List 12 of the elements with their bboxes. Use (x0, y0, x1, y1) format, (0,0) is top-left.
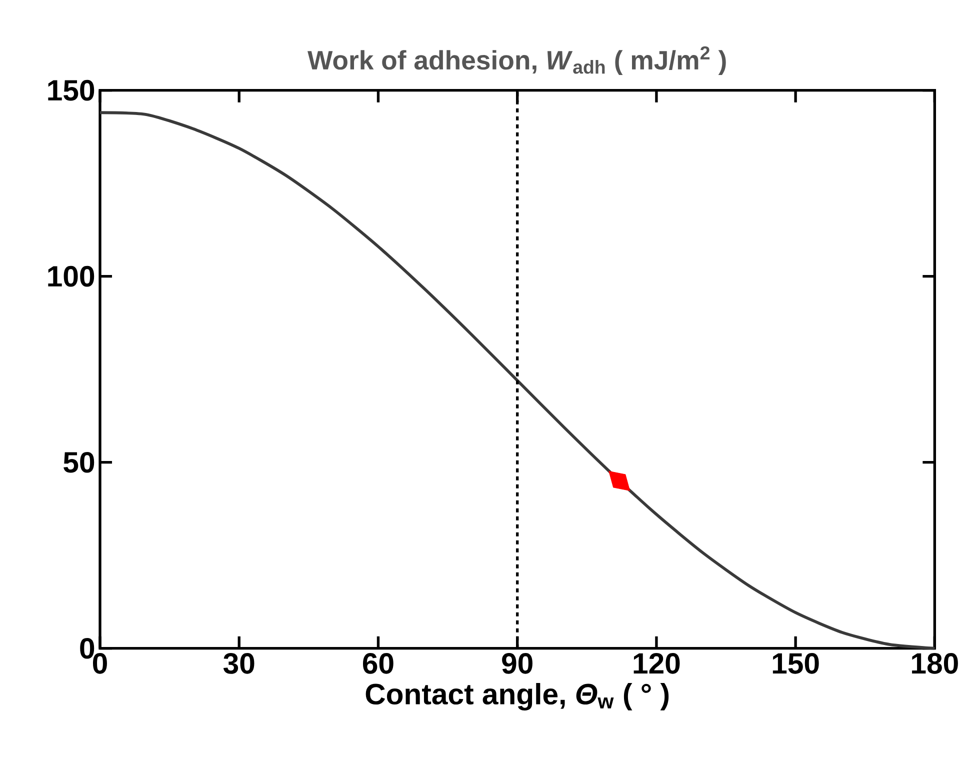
x-tick-label: 60 (362, 653, 394, 674)
x-tick-label: 30 (223, 653, 254, 674)
y-tick-label: 150 (48, 80, 94, 101)
y-tick-label: 100 (48, 266, 94, 287)
chart-title: Work of adhesion, W$_{adh}$ ( mJ/m$^{2}$ ) (308, 46, 726, 75)
x-axis-title: Contact angle, Θ$_{w}$ ( ° ) (366, 683, 669, 710)
x-tick-label: 120 (634, 653, 680, 674)
x-tick-label: 180 (912, 653, 958, 674)
x-tick-label: 150 (772, 653, 819, 674)
x-tick-label: 90 (502, 653, 532, 674)
y-tick-label: 0 (80, 638, 94, 659)
y-tick-label: 50 (64, 452, 94, 473)
